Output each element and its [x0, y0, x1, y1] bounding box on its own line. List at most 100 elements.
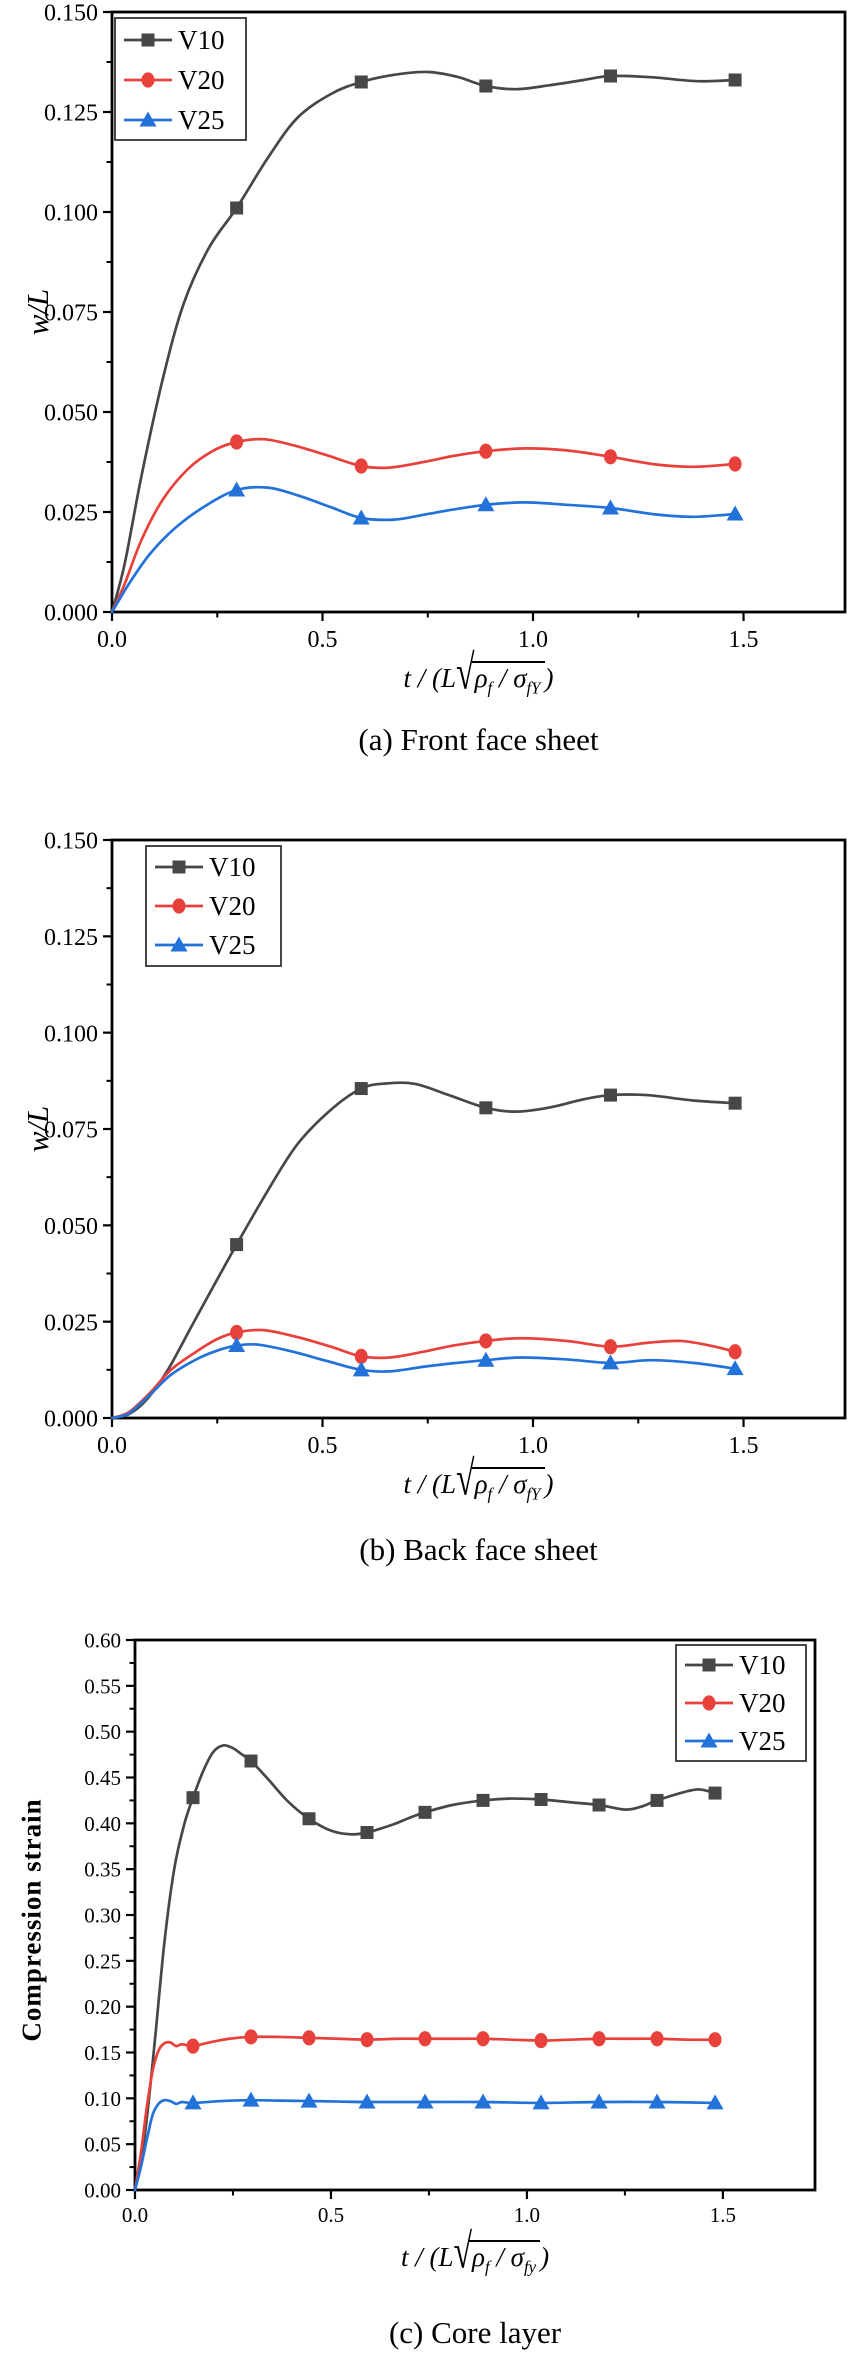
square-marker — [728, 1096, 742, 1110]
xlabel-div: / — [492, 663, 514, 693]
x-tick-label: 0.5 — [308, 627, 338, 653]
xlabel-close: ) — [540, 2242, 550, 2272]
sqrt-radicand: ρf / σfY — [471, 661, 545, 698]
circle-icon — [172, 898, 186, 914]
legend-label: V20 — [178, 65, 225, 95]
y-tick-label: 0.050 — [44, 1214, 98, 1240]
triangle-marker — [358, 2093, 376, 2109]
x-tick-label: 0.0 — [122, 2203, 148, 2227]
legend-entry-V25: V25 — [685, 1726, 786, 1756]
square-icon — [172, 860, 186, 874]
x-tick-label: 1.5 — [729, 1433, 759, 1459]
legend-entry-V10: V10 — [155, 852, 256, 882]
y-tick-label: 0.075 — [44, 1118, 98, 1144]
sqrt-icon: √ — [456, 1452, 475, 1507]
xlabel-div: / — [489, 2242, 511, 2272]
triangle-marker — [590, 2093, 608, 2109]
y-tick-label: 0.100 — [44, 201, 98, 227]
triangle-marker — [726, 505, 744, 521]
triangle-marker — [648, 2093, 666, 2109]
triangle-marker — [242, 2091, 260, 2107]
square-marker — [534, 1793, 548, 1806]
triangle-marker — [228, 1337, 246, 1353]
y-tick-label: 0.25 — [84, 1949, 121, 1973]
triangle-marker — [228, 481, 246, 497]
triangle-marker — [601, 499, 619, 515]
y-tick-label: 0.50 — [84, 1720, 121, 1744]
series-V20-line — [133, 2035, 717, 2192]
chart-a-plot: 0.0 0.5 1.0 1.5 0.000 0.025 0.050 0.075 0.100 0.1… — [44, 1, 847, 653]
sqrt-icon: √ — [456, 646, 475, 701]
triangle-marker — [352, 509, 370, 525]
x-axis-ticks: 0.0 0.5 1.0 1.5 — [97, 612, 759, 653]
caption-a: (a) Front face sheet — [358, 722, 599, 757]
series-V20-line — [110, 437, 737, 614]
series-V20-markers — [230, 1324, 742, 1364]
y-tick-label: 0.35 — [84, 1858, 121, 1882]
legend-label: V25 — [739, 1726, 786, 1756]
xlabel-div: / — [492, 1469, 514, 1499]
x-tick-label: 1.0 — [518, 627, 548, 653]
series-V25-line — [133, 2098, 717, 2192]
xlabel-t: t — [400, 2242, 409, 2272]
square-marker — [479, 1101, 493, 1115]
square-icon — [702, 1658, 716, 1672]
xlabel-sigma: σ — [513, 1469, 527, 1499]
legend-label: V10 — [739, 1650, 786, 1680]
series-V20-markers — [230, 434, 742, 474]
square-marker — [302, 1812, 316, 1826]
y-axis-ticks: 0.000 0.025 0.050 0.075 0.100 0.125 0.150 — [44, 829, 112, 1433]
triangle-marker — [474, 2093, 492, 2109]
series-V20-line — [110, 1328, 737, 1420]
triangle-icon — [700, 1732, 718, 1748]
triangle-marker — [726, 1360, 744, 1376]
circle-marker — [603, 449, 617, 465]
circle-icon — [702, 1695, 716, 1711]
xlabel-L: L — [441, 663, 457, 693]
square-marker — [360, 1826, 374, 1839]
triangle-marker — [184, 2094, 202, 2110]
square-marker — [418, 1805, 432, 1819]
triangle-marker — [706, 2094, 724, 2110]
xlabel-L: L — [438, 2242, 454, 2272]
legend-label: V25 — [178, 105, 225, 135]
circle-marker — [479, 1333, 493, 1349]
sqrt-radicand: ρf / σfY — [471, 1467, 545, 1504]
series-V25-markers — [184, 2091, 724, 2110]
sqrt-icon: √ — [453, 2225, 473, 2280]
square-icon — [141, 33, 155, 47]
circle-marker — [650, 2031, 664, 2047]
series-V10-markers — [186, 1754, 722, 1839]
square-marker — [603, 1088, 617, 1102]
series-V10-markers — [230, 1082, 742, 1252]
xlabel-close: ) — [544, 663, 554, 693]
xlabel-rho-sub: f — [484, 2257, 490, 2277]
circle-marker — [603, 1339, 617, 1355]
x-tick-label: 1.5 — [729, 627, 759, 653]
square-marker — [603, 69, 617, 83]
x-tick-label: 1.0 — [518, 1433, 548, 1459]
y-axis-label-a: w/L — [20, 288, 55, 336]
y-tick-label: 0.30 — [84, 1904, 121, 1928]
legend-entry-V20: V20 — [685, 1688, 786, 1718]
caption-b: (b) Back face sheet — [359, 1532, 598, 1567]
y-tick-label: 0.025 — [44, 1310, 98, 1336]
square-marker — [244, 1754, 258, 1768]
chart-b: 0.0 0.5 1.0 1.5 0.000 0.025 0.050 0.075 0.100 0.1… — [0, 790, 850, 1585]
x-axis-label-c: t / (L√ρf / σfy) — [135, 2225, 815, 2279]
y-tick-label: 0.050 — [44, 401, 98, 427]
circle-marker — [476, 2031, 490, 2047]
circle-marker — [186, 2038, 200, 2054]
series-V10-line — [110, 1081, 737, 1420]
triangle-icon — [139, 111, 157, 127]
square-marker — [592, 1798, 606, 1812]
chart-c: 0.0 0.5 1.0 1.5 0.00 0.05 0.10 0.15 0.20 0.25 0.30… — [0, 1585, 850, 2372]
circle-marker — [302, 2030, 316, 2046]
legend-label: V10 — [209, 852, 256, 882]
y-tick-label: 0.075 — [44, 301, 98, 327]
circle-marker — [418, 2031, 432, 2047]
circle-marker — [592, 2031, 606, 2047]
circle-marker — [479, 443, 493, 459]
square-marker — [230, 201, 244, 215]
